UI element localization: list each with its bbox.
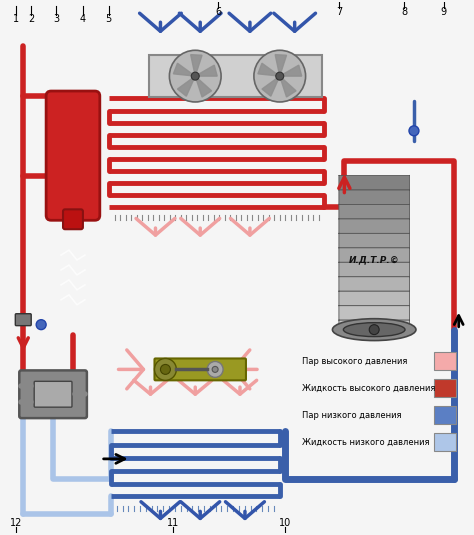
Circle shape: [191, 72, 199, 80]
FancyBboxPatch shape: [339, 204, 410, 219]
FancyBboxPatch shape: [339, 291, 410, 306]
Text: 12: 12: [10, 518, 22, 529]
FancyBboxPatch shape: [434, 406, 456, 424]
Text: 1: 1: [13, 14, 19, 25]
Text: 8: 8: [401, 6, 407, 17]
Circle shape: [169, 50, 221, 102]
Text: 3: 3: [53, 14, 59, 25]
Text: 11: 11: [167, 518, 180, 529]
FancyBboxPatch shape: [46, 91, 100, 220]
Polygon shape: [280, 76, 296, 97]
Circle shape: [155, 358, 176, 380]
Circle shape: [276, 72, 284, 80]
FancyBboxPatch shape: [339, 276, 410, 292]
Text: 10: 10: [279, 518, 291, 529]
FancyBboxPatch shape: [148, 55, 322, 97]
Circle shape: [212, 366, 218, 372]
FancyBboxPatch shape: [339, 319, 410, 335]
Polygon shape: [191, 55, 202, 76]
FancyBboxPatch shape: [155, 358, 246, 380]
FancyBboxPatch shape: [339, 305, 410, 320]
Polygon shape: [258, 63, 280, 76]
Text: 5: 5: [106, 14, 112, 25]
Polygon shape: [275, 55, 287, 76]
Circle shape: [369, 325, 379, 334]
Polygon shape: [177, 76, 195, 96]
FancyBboxPatch shape: [434, 379, 456, 397]
Polygon shape: [195, 65, 217, 76]
Circle shape: [36, 320, 46, 330]
FancyBboxPatch shape: [339, 189, 410, 205]
Polygon shape: [195, 76, 211, 97]
Text: 4: 4: [80, 14, 86, 25]
Text: 2: 2: [28, 14, 34, 25]
Text: Жидкость высокого давления: Жидкость высокого давления: [301, 384, 435, 393]
Polygon shape: [280, 65, 302, 76]
Polygon shape: [262, 76, 280, 96]
FancyBboxPatch shape: [339, 262, 410, 277]
Ellipse shape: [343, 323, 405, 337]
Circle shape: [409, 126, 419, 136]
Text: 7: 7: [336, 6, 343, 17]
FancyBboxPatch shape: [19, 370, 87, 418]
FancyBboxPatch shape: [434, 433, 456, 451]
Circle shape: [254, 50, 306, 102]
FancyBboxPatch shape: [34, 381, 72, 407]
Text: И.Д.Т.Р.©: И.Д.Т.Р.©: [349, 256, 400, 264]
FancyBboxPatch shape: [434, 353, 456, 370]
Circle shape: [207, 362, 223, 377]
Ellipse shape: [332, 319, 416, 341]
Text: 6: 6: [215, 6, 221, 17]
Text: Пар низкого давления: Пар низкого давления: [301, 411, 401, 419]
FancyBboxPatch shape: [339, 218, 410, 234]
Text: Жидкость низкого давления: Жидкость низкого давления: [301, 438, 429, 447]
FancyBboxPatch shape: [63, 209, 83, 229]
FancyBboxPatch shape: [15, 314, 31, 326]
Text: 9: 9: [441, 6, 447, 17]
FancyBboxPatch shape: [339, 247, 410, 263]
Polygon shape: [173, 63, 195, 76]
FancyBboxPatch shape: [339, 175, 410, 190]
Text: Пар высокого давления: Пар высокого давления: [301, 357, 407, 366]
FancyBboxPatch shape: [339, 233, 410, 248]
Circle shape: [161, 364, 170, 374]
